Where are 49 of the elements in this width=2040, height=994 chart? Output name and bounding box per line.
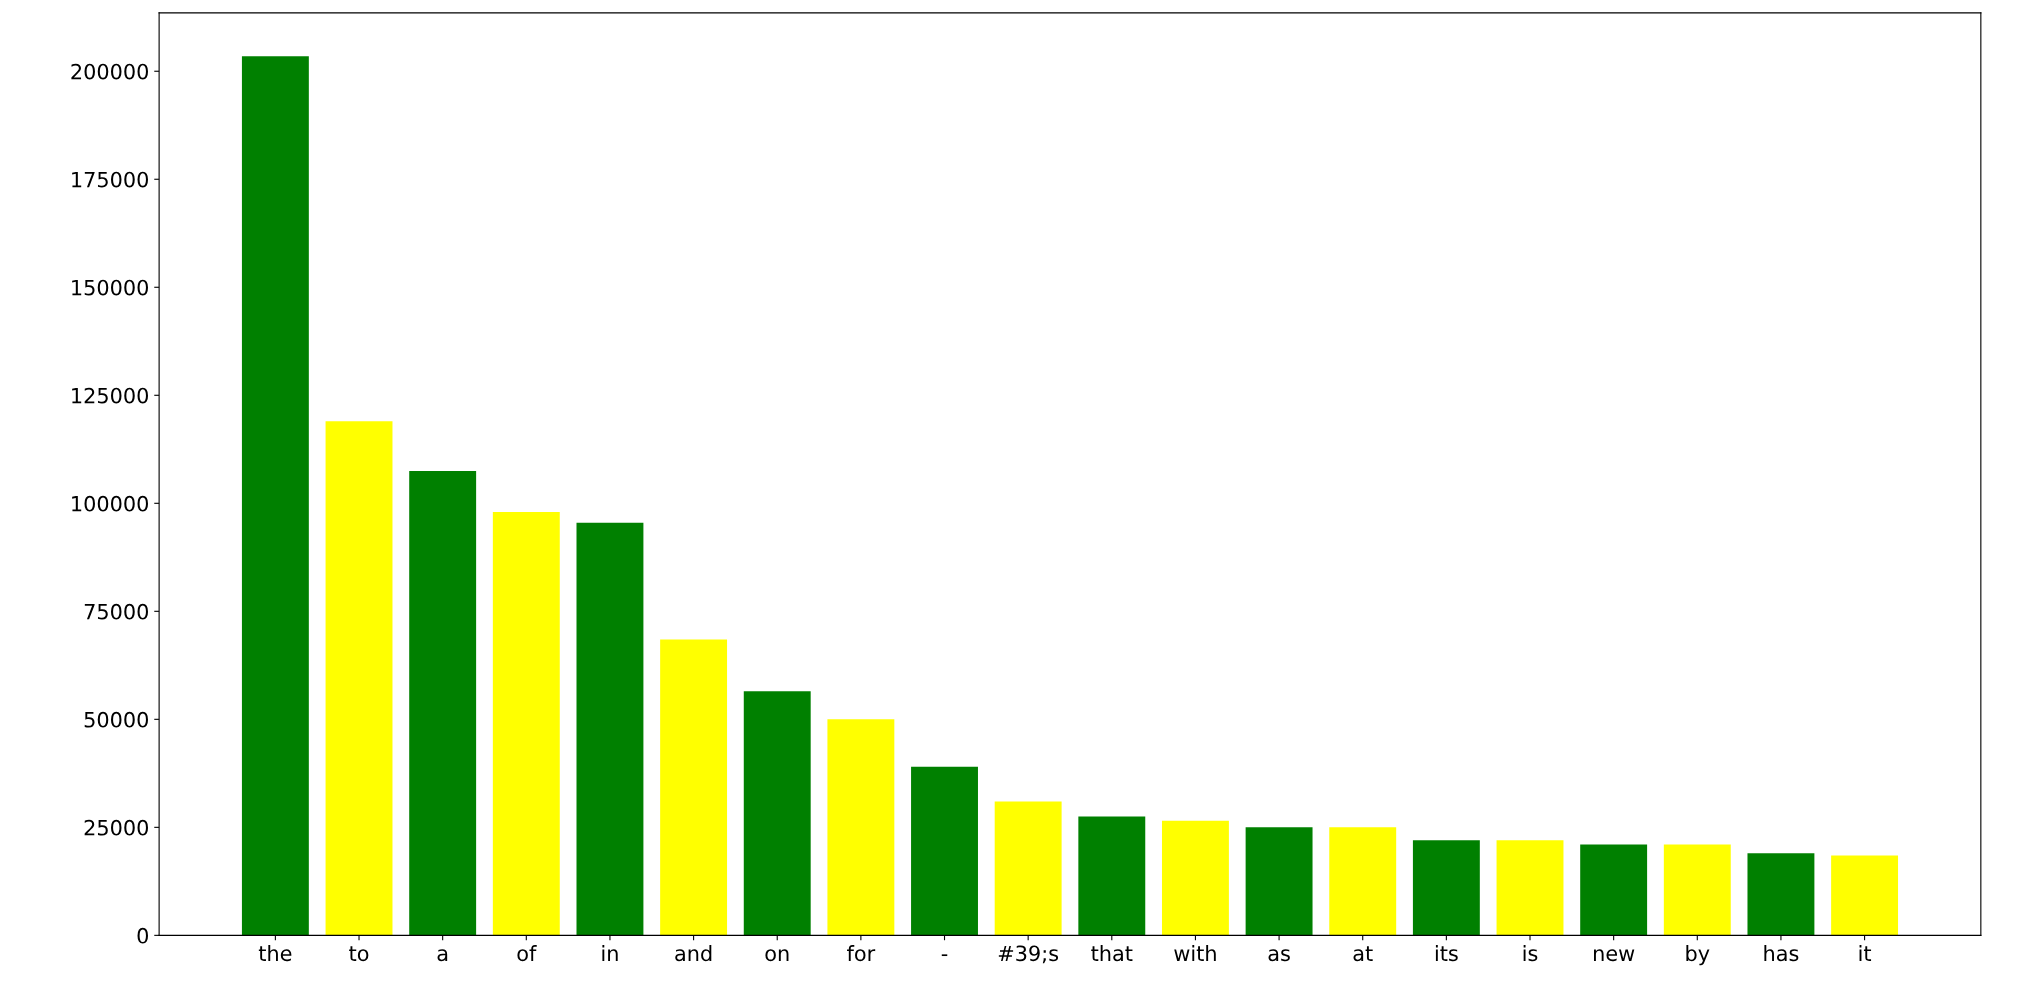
x-tick-label: as [1268,949,1290,962]
x-tick-label: #39;s [998,945,1059,964]
bar [827,719,895,936]
bar [576,522,644,936]
x-tick-label: on [765,949,789,962]
bar [1245,827,1313,936]
y-tick-label: 200000 [71,63,149,80]
y-tick-label: 125000 [72,387,149,404]
y-tick-label: 175000 [72,171,149,188]
x-tick-label: a [437,949,448,962]
x-tick-label: new [1594,949,1635,962]
bar [1580,844,1648,936]
x-tick-label: that [1091,945,1133,962]
x-tick-label: has [1764,945,1799,962]
bar [1078,816,1146,936]
x-tick-label: is [1523,945,1538,962]
bar [1329,827,1397,936]
bar [660,639,728,936]
y-tick-label: 0 [137,927,149,944]
x-tick-label: to [349,946,369,962]
x-tick-label: with [1174,945,1216,961]
bar [325,421,393,936]
x-tick-label: for [847,945,876,962]
bar [1663,844,1731,936]
y-tick-label: 25000 [84,819,149,836]
bar [409,470,477,936]
x-tick-label: the [258,945,292,962]
x-tick-label: and [675,945,712,962]
y-tick-label: 150000 [72,279,149,296]
bar [911,766,978,936]
y-tick-label: 75000 [84,603,149,620]
y-tick-label: 50000 [84,711,149,728]
bar [1747,853,1815,936]
x-tick-label: by [1686,945,1710,966]
bar [1412,840,1480,936]
bar [994,801,1062,936]
x-tick-label: of [517,945,537,962]
x-tick-label: its [1435,945,1458,962]
bar [1496,840,1564,936]
x-tick-label: at [1353,946,1373,962]
y-tick-label: 100000 [72,495,149,512]
bar [743,691,811,936]
bar [1161,820,1229,936]
bar [492,511,560,936]
bar [1831,855,1899,936]
x-tick-label: it [1859,945,1872,961]
x-tick-label: - [941,954,948,957]
x-tick-label: in [602,945,618,961]
bar [241,56,309,936]
